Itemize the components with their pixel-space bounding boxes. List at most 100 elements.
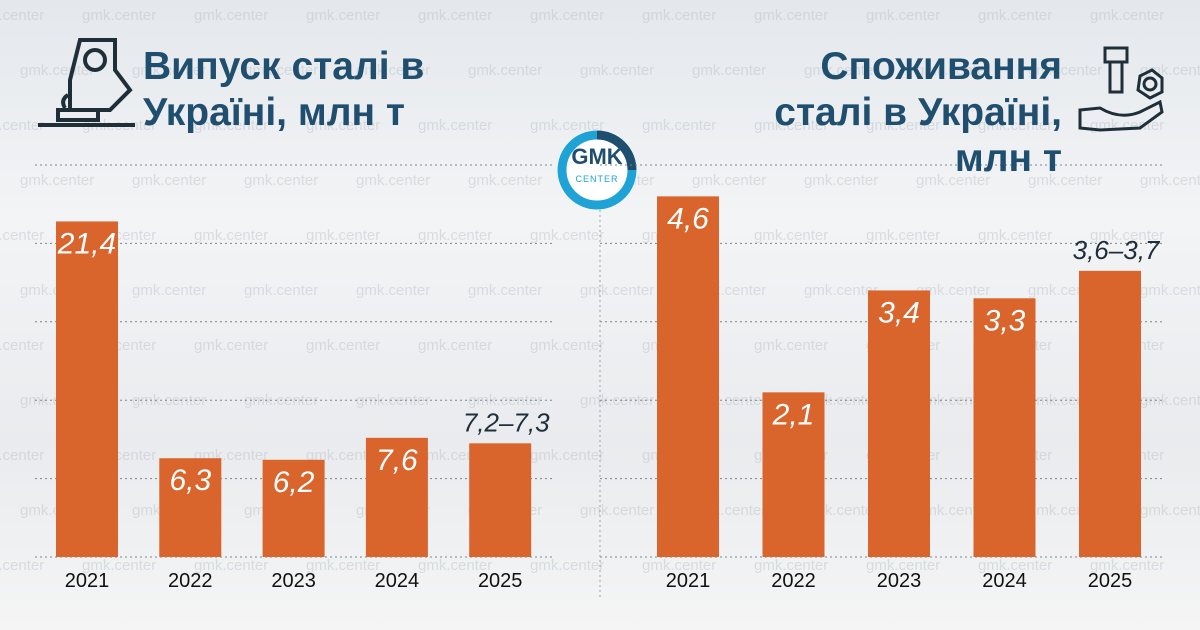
watermark: gmk.center bbox=[306, 117, 380, 134]
logo-subtext: CENTER bbox=[575, 174, 618, 184]
value-label: 3,3 bbox=[984, 304, 1026, 337]
bar bbox=[469, 443, 532, 557]
watermark: gmk.center bbox=[468, 62, 542, 79]
furnace-icon bbox=[38, 38, 135, 127]
x-tick-label: 2021 bbox=[65, 570, 110, 592]
bar bbox=[868, 290, 930, 557]
value-label: 21,4 bbox=[57, 227, 116, 260]
watermark: gmk.center bbox=[0, 447, 44, 464]
watermark: gmk.center bbox=[194, 7, 268, 24]
x-tick-label: 2025 bbox=[1088, 570, 1133, 592]
watermark: gmk.center bbox=[20, 62, 94, 79]
watermark: gmk.center bbox=[82, 7, 156, 24]
x-tick-label: 2022 bbox=[168, 570, 213, 592]
bar bbox=[1079, 270, 1141, 557]
watermark: gmk.center bbox=[194, 337, 268, 354]
watermark: gmk.center bbox=[1140, 62, 1200, 79]
watermark: gmk.center bbox=[1028, 62, 1102, 79]
watermark: gmk.center bbox=[530, 337, 604, 354]
watermark: gmk.center bbox=[0, 117, 44, 134]
watermark: gmk.center bbox=[244, 62, 318, 79]
watermark: gmk.center bbox=[978, 557, 1052, 574]
chart-title: Споживання сталі в Україні, млн т bbox=[774, 45, 1062, 180]
watermark: gmk.center bbox=[530, 447, 604, 464]
watermark: gmk.center bbox=[916, 172, 990, 189]
x-tick-label: 2022 bbox=[771, 570, 816, 592]
watermark: gmk.center bbox=[468, 172, 542, 189]
watermark: gmk.center bbox=[866, 117, 940, 134]
watermark: gmk.center bbox=[754, 337, 828, 354]
watermark: gmk.center bbox=[642, 7, 716, 24]
watermark: gmk.center bbox=[642, 557, 716, 574]
watermark: gmk.center bbox=[0, 557, 44, 574]
watermark: gmk.center bbox=[132, 172, 206, 189]
watermark: gmk.center bbox=[418, 117, 492, 134]
watermark: gmk.center bbox=[418, 227, 492, 244]
watermark: gmk.center bbox=[754, 117, 828, 134]
watermark: gmk.center bbox=[1090, 7, 1164, 24]
watermark: gmk.center bbox=[580, 62, 654, 79]
watermark: gmk.center bbox=[530, 557, 604, 574]
watermark: gmk.center bbox=[0, 7, 44, 24]
chart-title: Випуск сталі в Україні, млн т bbox=[143, 45, 425, 134]
value-label: 7,2–7,3 bbox=[463, 407, 550, 437]
watermark: gmk.center bbox=[1140, 392, 1200, 409]
watermark: gmk.center bbox=[306, 7, 380, 24]
x-tick-label: 2023 bbox=[271, 570, 316, 592]
watermark: gmk.center bbox=[306, 337, 380, 354]
watermark: gmk.center bbox=[20, 172, 94, 189]
watermark: gmk.center bbox=[1028, 172, 1102, 189]
bar bbox=[365, 437, 428, 557]
watermark: gmk.center bbox=[692, 172, 766, 189]
watermark: gmk.center bbox=[82, 557, 156, 574]
watermark: gmk.center bbox=[804, 62, 878, 79]
watermark: gmk.center bbox=[580, 392, 654, 409]
watermark: gmk.center bbox=[306, 447, 380, 464]
value-label: 2,1 bbox=[772, 398, 815, 431]
watermark: gmk.center bbox=[916, 62, 990, 79]
watermark: gmk.center bbox=[754, 7, 828, 24]
watermark: gmk.center bbox=[418, 7, 492, 24]
x-tick-label: 2023 bbox=[877, 570, 922, 592]
watermark: gmk.center bbox=[530, 117, 604, 134]
watermark: gmk.center bbox=[132, 62, 206, 79]
value-label: 3,4 bbox=[878, 296, 920, 329]
watermark: gmk.center bbox=[1140, 502, 1200, 519]
watermark: gmk.center bbox=[356, 392, 430, 409]
watermark: gmk.center bbox=[1140, 172, 1200, 189]
watermark: gmk.center bbox=[356, 62, 430, 79]
watermark: gmk.center bbox=[804, 282, 878, 299]
bolt-icon bbox=[1078, 46, 1164, 132]
bar bbox=[262, 459, 325, 557]
watermark: gmk.center bbox=[978, 117, 1052, 134]
watermark: gmk.center bbox=[866, 227, 940, 244]
watermark: gmk.center bbox=[978, 7, 1052, 24]
bar bbox=[56, 221, 118, 557]
value-label: 4,6 bbox=[667, 202, 709, 235]
watermark: gmk.center bbox=[866, 7, 940, 24]
watermark: gmk.center bbox=[866, 557, 940, 574]
watermark: gmk.center bbox=[132, 392, 206, 409]
watermark: gmk.center bbox=[1090, 227, 1164, 244]
bar bbox=[159, 458, 222, 557]
watermark: gmk.center bbox=[306, 557, 380, 574]
watermark: gmk.center bbox=[978, 227, 1052, 244]
watermark: gmk.center bbox=[0, 337, 44, 354]
value-label: 6,2 bbox=[273, 466, 315, 499]
x-tick-label: 2025 bbox=[478, 570, 523, 592]
watermark: gmk.center bbox=[0, 227, 44, 244]
watermark: gmk.center bbox=[132, 282, 206, 299]
value-label: 6,3 bbox=[169, 464, 211, 497]
value-label: 7,6 bbox=[376, 444, 418, 477]
watermark: gmk.center bbox=[468, 282, 542, 299]
watermark: gmk.center bbox=[916, 392, 990, 409]
bar bbox=[762, 392, 825, 557]
watermark: gmk.center bbox=[418, 337, 492, 354]
logo: GMK CENTER bbox=[557, 130, 637, 210]
watermark: gmk.center bbox=[356, 172, 430, 189]
logo-text: GMK bbox=[571, 144, 622, 169]
watermark: gmk.center bbox=[244, 282, 318, 299]
watermark: gmk.center bbox=[244, 172, 318, 189]
watermark: gmk.center bbox=[642, 117, 716, 134]
